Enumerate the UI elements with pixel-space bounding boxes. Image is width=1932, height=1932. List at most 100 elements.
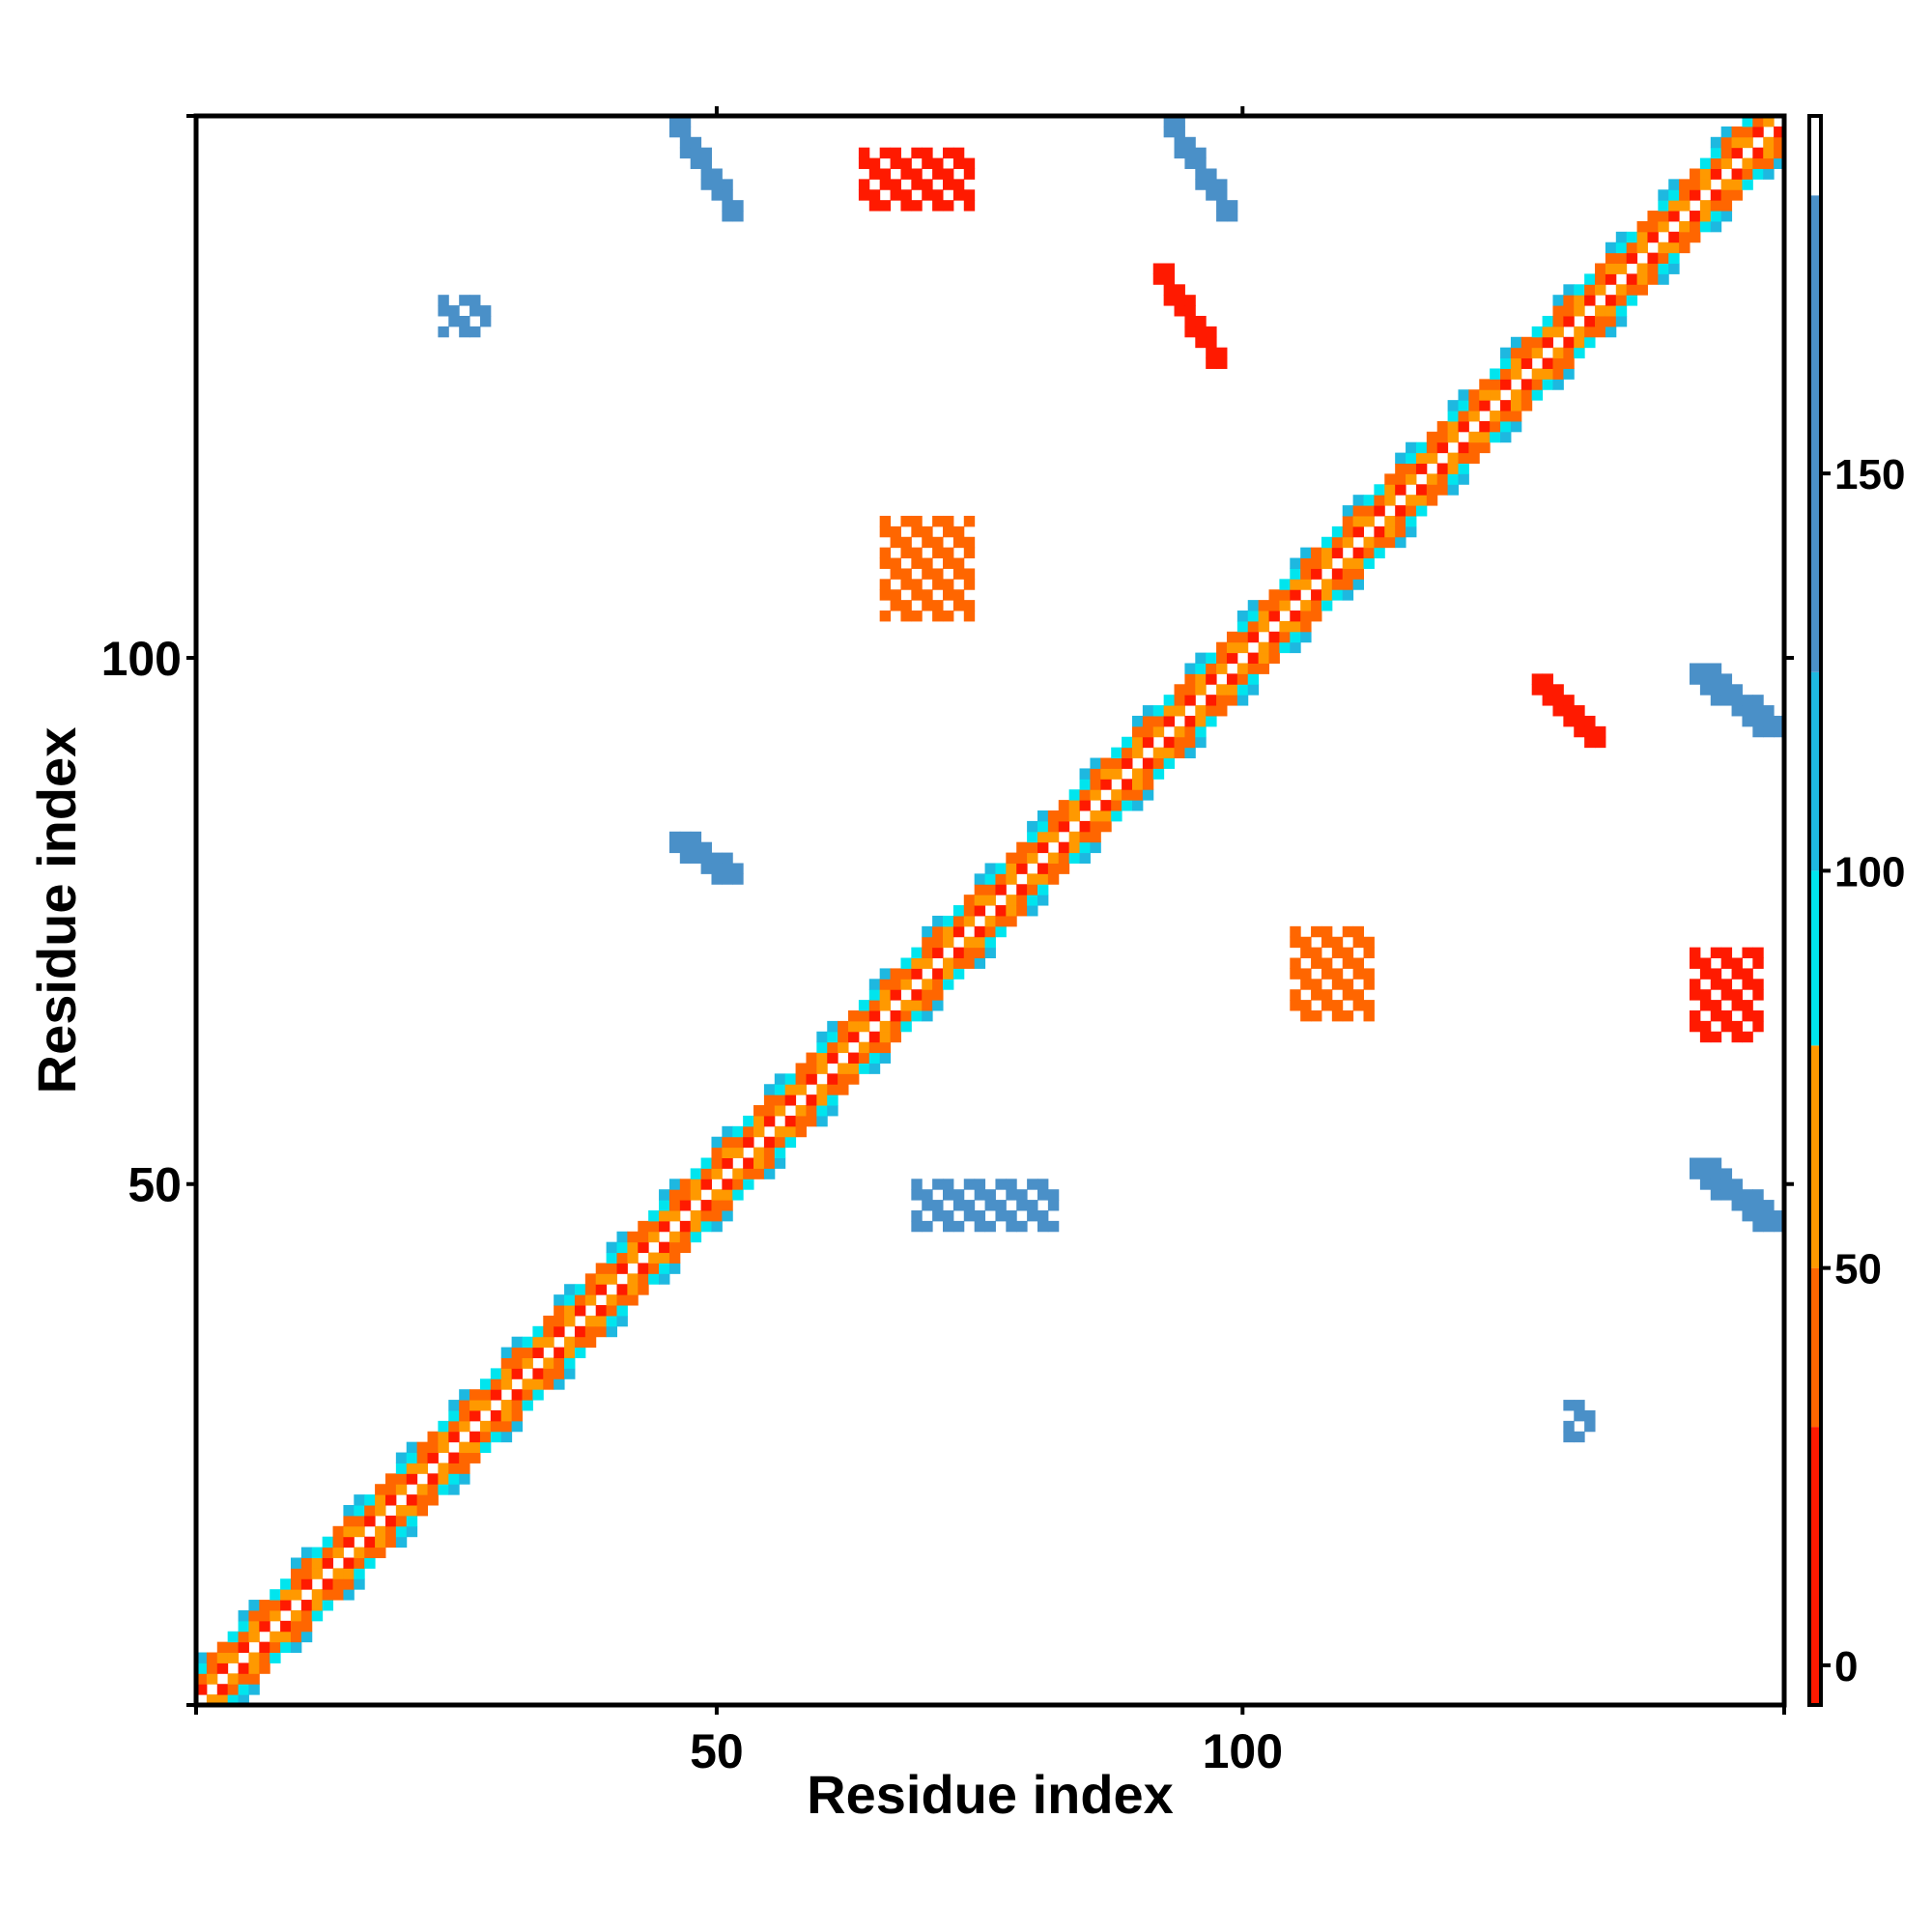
heatmap-cell	[774, 1084, 786, 1095]
heatmap-cell	[1395, 515, 1406, 527]
heatmap-cell	[1710, 1031, 1722, 1043]
heatmap-cell	[322, 1536, 334, 1548]
heatmap-cell	[322, 1547, 334, 1558]
heatmap-cell	[1426, 441, 1438, 454]
heatmap-cell	[1006, 1189, 1017, 1201]
heatmap-cell	[1605, 242, 1617, 254]
colorbar-bin	[1809, 671, 1821, 871]
heatmap-cell	[1216, 200, 1228, 212]
heatmap-cell	[469, 1431, 481, 1443]
heatmap-cell	[1690, 1020, 1701, 1033]
heatmap-cell	[469, 295, 481, 306]
heatmap-cell	[354, 1557, 365, 1569]
heatmap-cell	[1458, 400, 1469, 412]
heatmap-cell	[606, 1241, 617, 1254]
heatmap-cell	[900, 1020, 912, 1033]
heatmap-cell	[1552, 295, 1564, 306]
heatmap-cell	[1184, 326, 1196, 338]
heatmap-cell	[1331, 547, 1344, 559]
heatmap-cell	[943, 515, 954, 527]
heatmap-cell	[1690, 663, 1701, 674]
heatmap-cell	[322, 1600, 334, 1611]
heatmap-cell	[1037, 810, 1049, 822]
heatmap-cell	[711, 1157, 723, 1169]
heatmap-cell	[1500, 379, 1512, 390]
heatmap-cell	[743, 1136, 754, 1149]
heatmap-cell	[1531, 379, 1544, 390]
heatmap-cell	[753, 1105, 765, 1117]
heatmap-cell	[1690, 947, 1701, 959]
heatmap-cell	[311, 1568, 324, 1579]
heatmap-cell	[911, 179, 923, 190]
heatmap-cell	[659, 1220, 670, 1233]
heatmap-cell	[479, 1420, 492, 1433]
heatmap-cell	[584, 1294, 597, 1306]
heatmap-cell	[1699, 663, 1712, 674]
heatmap-cell	[1290, 589, 1301, 601]
heatmap-cell	[1352, 495, 1365, 506]
heatmap-cell	[1690, 1157, 1701, 1169]
heatmap-cell	[838, 1041, 849, 1054]
heatmap-cell	[1458, 473, 1469, 485]
heatmap-cell	[1342, 989, 1354, 1001]
heatmap-cell	[1752, 957, 1764, 969]
heatmap-cell	[1699, 1179, 1712, 1190]
heatmap-cell	[1458, 441, 1469, 454]
heatmap-cell	[1510, 400, 1522, 412]
heatmap-cell	[1406, 463, 1417, 474]
heatmap-cell	[1226, 695, 1238, 706]
heatmap-cell	[1363, 495, 1375, 506]
heatmap-cell	[300, 1578, 313, 1590]
heatmap-cell	[1552, 326, 1564, 338]
heatmap-cell	[375, 1536, 386, 1548]
heatmap-cell	[1311, 600, 1322, 611]
heatmap-cell	[763, 1105, 776, 1117]
heatmap-cell	[1490, 420, 1501, 433]
heatmap-cell	[1352, 936, 1365, 949]
heatmap-cell	[1710, 968, 1722, 980]
heatmap-cell	[1163, 273, 1176, 285]
heatmap-cell	[1384, 473, 1396, 485]
heatmap-cell	[1468, 411, 1480, 422]
heatmap-cell	[322, 1589, 334, 1601]
heatmap-cell	[1542, 326, 1553, 338]
heatmap-cell	[1710, 1157, 1722, 1169]
heatmap-cell	[1152, 747, 1165, 759]
heatmap-cell	[679, 136, 692, 149]
heatmap-cell	[354, 1578, 365, 1590]
heatmap-cell	[532, 1336, 544, 1349]
heatmap-cell	[1047, 810, 1060, 822]
heatmap-cell	[1047, 873, 1060, 885]
heatmap-cell	[1615, 295, 1628, 306]
heatmap-cell	[868, 1031, 881, 1043]
heatmap-cell	[1195, 725, 1207, 738]
heatmap-cell	[1216, 357, 1228, 369]
heatmap-cell	[1658, 252, 1669, 265]
heatmap-cell	[511, 1357, 524, 1369]
heatmap-cell	[1342, 947, 1354, 959]
heatmap-cell	[1531, 336, 1544, 349]
heatmap-cell	[900, 515, 912, 527]
heatmap-cell	[659, 1252, 670, 1264]
heatmap-cell	[1479, 389, 1491, 401]
heatmap-cell	[858, 189, 870, 201]
heatmap-cell	[963, 947, 976, 959]
heatmap-cell	[1311, 989, 1322, 1001]
heatmap-cell	[1236, 631, 1249, 643]
heatmap-cell	[459, 326, 470, 338]
heatmap-cell	[1415, 463, 1428, 474]
heatmap-cell	[1731, 705, 1743, 717]
heatmap-cell	[1184, 663, 1196, 674]
heatmap-cell	[300, 1547, 313, 1558]
heatmap-cell	[1195, 663, 1207, 674]
heatmap-cell	[1710, 695, 1722, 706]
heatmap-cell	[1268, 641, 1280, 654]
heatmap-cell	[606, 1252, 617, 1264]
heatmap-cell	[1016, 905, 1028, 917]
heatmap-cell	[1236, 641, 1249, 654]
heatmap-cell	[1206, 357, 1217, 369]
heatmap-cell	[616, 1294, 628, 1306]
heatmap-cell	[690, 1168, 702, 1179]
heatmap-cell	[1027, 841, 1038, 854]
heatmap-cell	[1174, 147, 1185, 159]
